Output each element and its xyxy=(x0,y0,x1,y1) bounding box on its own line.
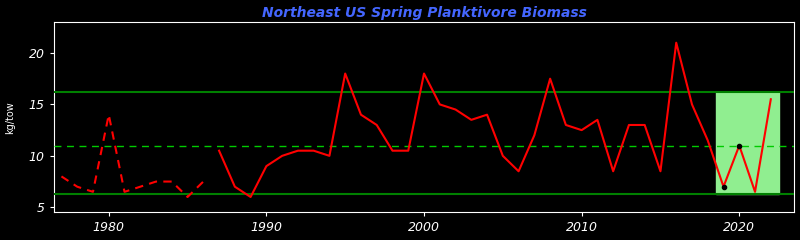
Title: Northeast US Spring Planktivore Biomass: Northeast US Spring Planktivore Biomass xyxy=(262,6,586,19)
Y-axis label: kg/tow
: kg/tow xyxy=(6,101,27,134)
Bar xyxy=(716,92,778,194)
